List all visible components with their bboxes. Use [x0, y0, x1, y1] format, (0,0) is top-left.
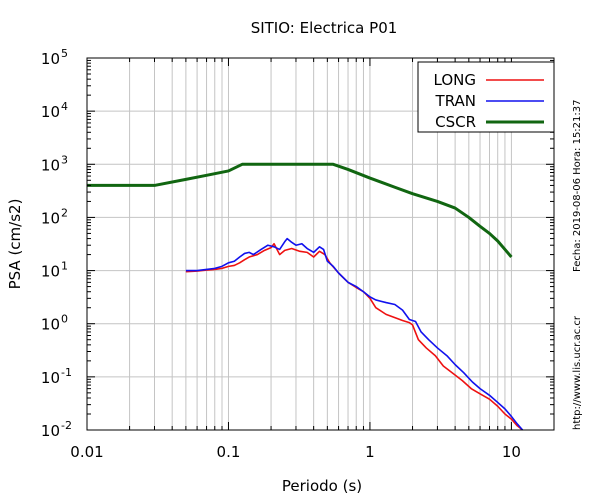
series-line-long [185, 242, 524, 431]
y-tick-label: 10 [41, 156, 60, 174]
y-tick-label: 10 [41, 263, 60, 281]
y-tick-exponent: -2 [61, 419, 72, 432]
y-tick-exponent: 5 [61, 47, 68, 60]
y-tick-label: 10 [41, 209, 60, 227]
legend-label: LONG [434, 71, 476, 89]
legend-label: TRAN [435, 92, 476, 110]
y-tick-label: 10 [41, 103, 60, 121]
y-tick-exponent: 2 [61, 206, 68, 219]
y-tick-exponent: 0 [61, 313, 68, 326]
y-tick-exponent: -1 [61, 366, 72, 379]
series-line-tran [185, 237, 524, 431]
chart-title: SITIO: Electrica P01 [251, 19, 398, 37]
x-tick-label: 0.1 [217, 443, 241, 461]
legend-box [417, 61, 555, 133]
legend: LONG TRAN CSCR [417, 61, 555, 133]
plot-frame [86, 57, 555, 431]
y-tick-exponent: 3 [61, 153, 68, 166]
x-tick-label: 10 [502, 443, 521, 461]
date-time-annotation: Fecha: 2019-08-06 Hora: 15:21:37 [572, 100, 583, 273]
x-tick-labels: 0.01 0.1 1 10 [70, 443, 521, 461]
y-tick-label: 10 [41, 50, 60, 68]
legend-label: CSCR [435, 113, 476, 131]
y-tick-label: 10 [41, 316, 60, 334]
y-tick-label: 10 [41, 369, 60, 387]
series-layer [87, 162, 524, 431]
y-tick-exponent: 1 [61, 260, 68, 273]
series-line-cscr [87, 162, 513, 258]
y-axis-label: PSA (cm/s2) [6, 199, 24, 290]
x-axis-label: Periodo (s) [282, 477, 362, 495]
x-tick-label: 1 [365, 443, 375, 461]
x-tick-label: 0.01 [70, 443, 103, 461]
url-annotation: http://www.lis.ucr.ac.cr [572, 315, 583, 430]
y-tick-label: 10 [41, 422, 60, 440]
grid-lines [86, 57, 555, 431]
y-tick-exponent: 4 [61, 100, 68, 113]
